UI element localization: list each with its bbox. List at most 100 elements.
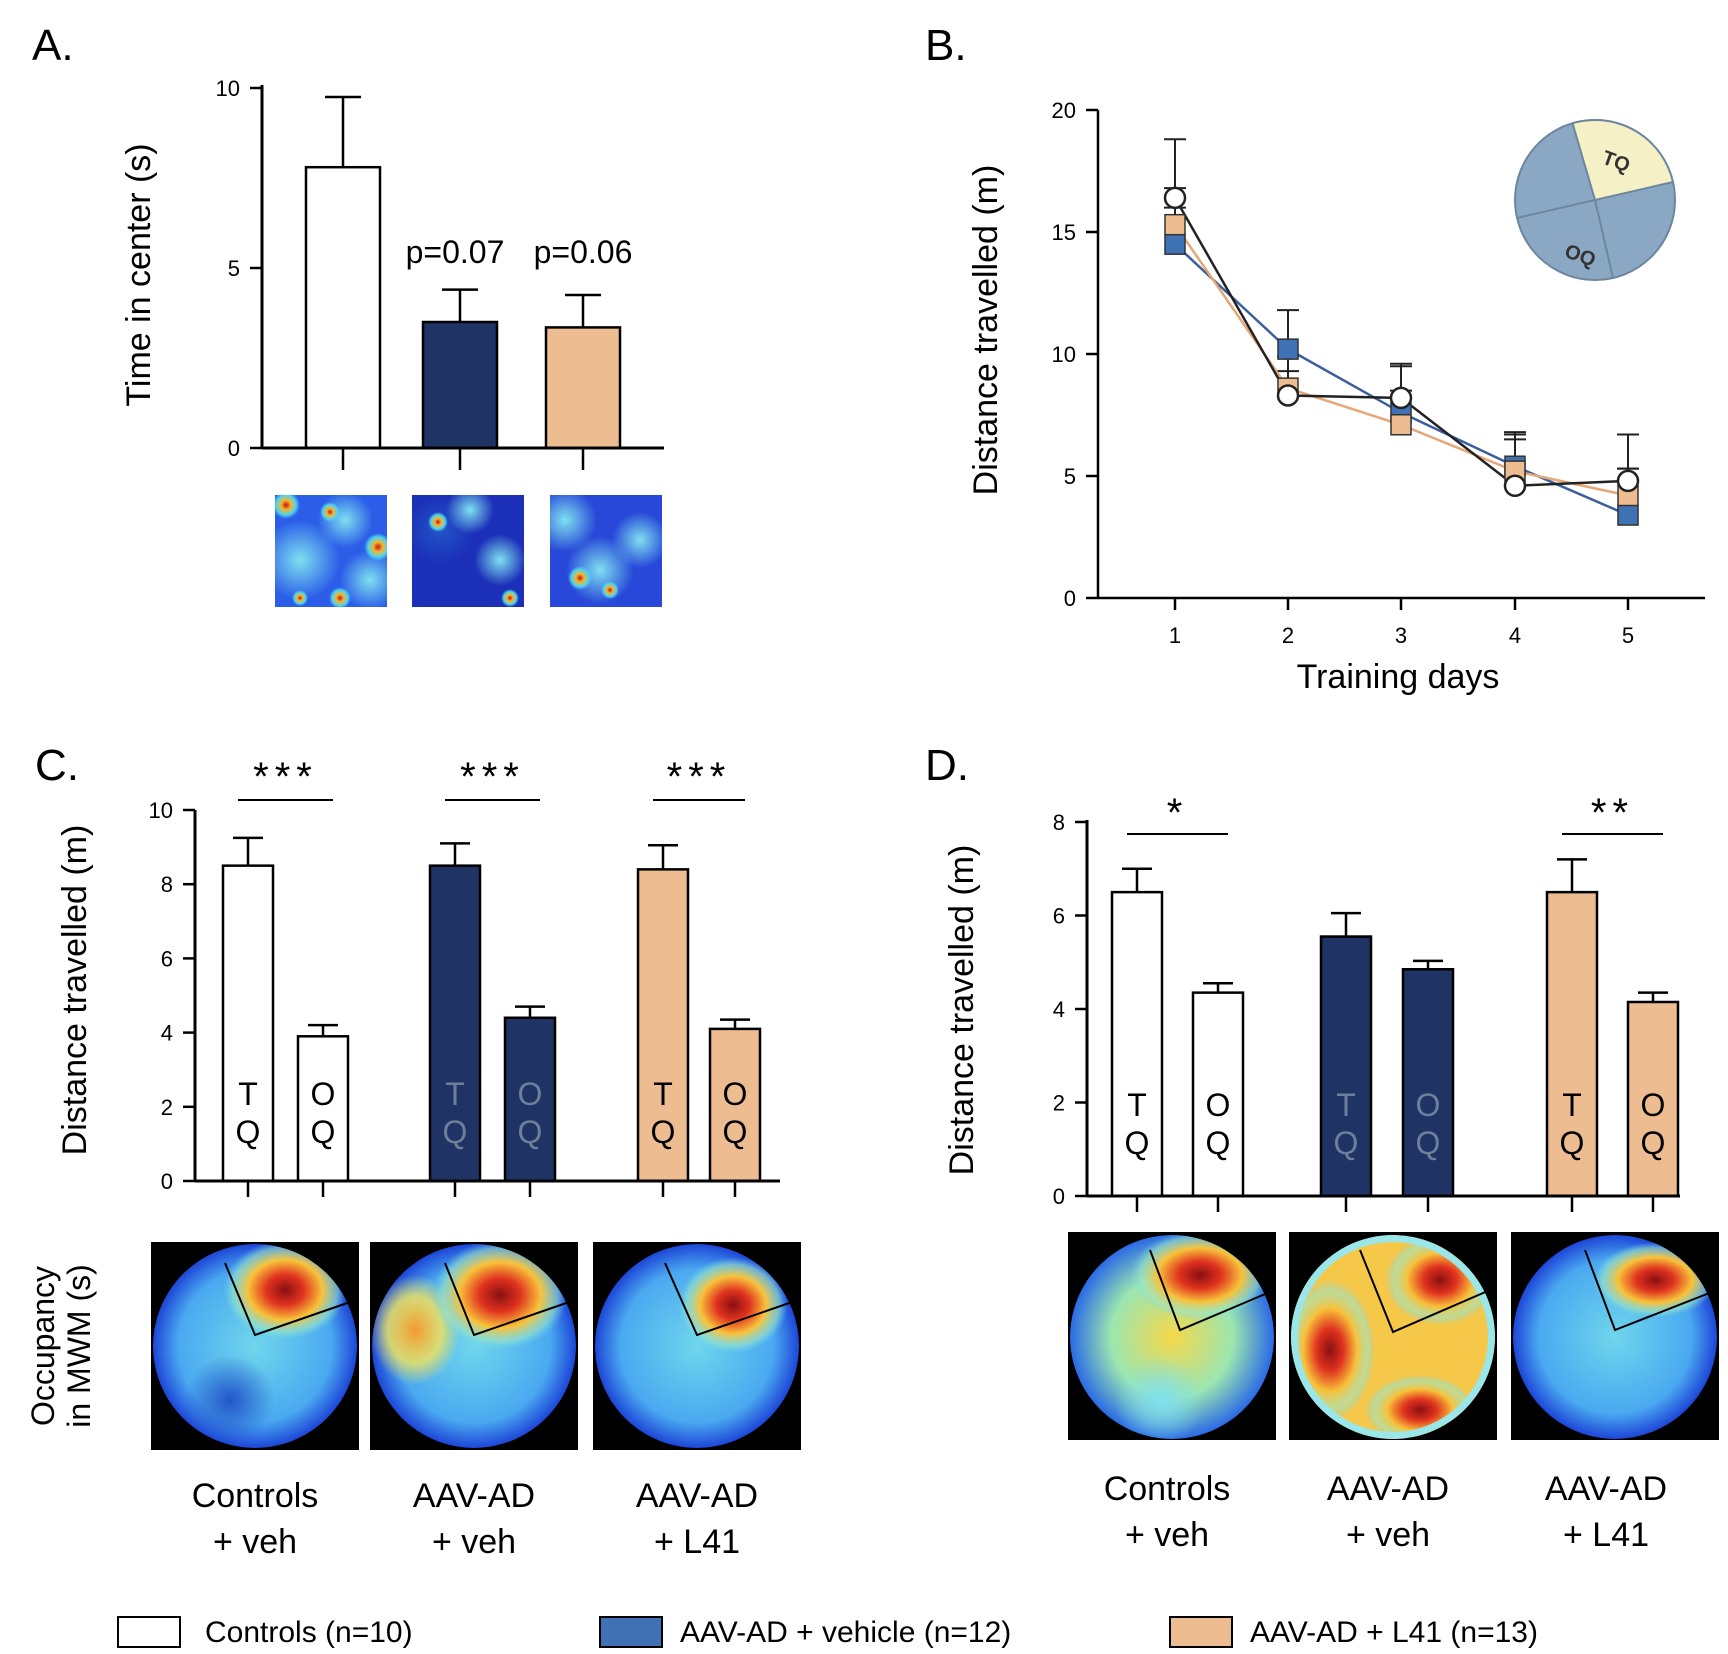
panel-b-ytick-label: 0: [1064, 586, 1076, 611]
group-label: Controls: [192, 1477, 319, 1515]
panel-c-ytick-label: 6: [161, 946, 173, 971]
panel-d-bar-letter: T: [1336, 1087, 1356, 1123]
legend-swatch-aav-l41: [1169, 1616, 1233, 1648]
panel-c-bar-letter: T: [445, 1076, 465, 1112]
panel-c-bar-letter: Q: [518, 1114, 543, 1150]
panel-d-bar-letter: Q: [1416, 1125, 1441, 1161]
panel-c-bar-letter: Q: [651, 1114, 676, 1150]
panel-d-bar-letter: T: [1127, 1087, 1147, 1123]
panel-b-xtick-label: 3: [1395, 623, 1407, 648]
panel-d-bar-letter: Q: [1334, 1125, 1359, 1161]
panel-a-bar: [544, 326, 622, 450]
panel-d-bar-letter: O: [1206, 1087, 1231, 1123]
panel-d-heatmap-aav-vehicle: [1289, 1232, 1497, 1440]
panel-b-point: [1389, 386, 1413, 410]
panel-c-bar-letter: Q: [236, 1114, 261, 1150]
panel-d-bar: [1110, 890, 1164, 1198]
panel-a-annotation: p=0.07: [406, 234, 505, 270]
panel-b-xlabel: Training days: [1297, 658, 1500, 696]
panel-b-xtick-label: 1: [1169, 623, 1181, 648]
panel-b-ytick-label: 15: [1052, 220, 1076, 245]
occupancy-label-line2: in MWM (s): [61, 1264, 97, 1428]
panel-c-ytick-label: 0: [161, 1169, 173, 1194]
group-label: + veh: [213, 1523, 297, 1561]
panel-c-significance-stars: ***: [667, 755, 732, 799]
group-label: + veh: [432, 1523, 516, 1561]
panel-c-ytick-label: 8: [161, 872, 173, 897]
legend-swatch-aav-vehicle: [599, 1616, 663, 1648]
legend-swatch-controls: [117, 1616, 181, 1648]
group-label: + veh: [1125, 1516, 1209, 1554]
group-label: + L41: [1563, 1516, 1649, 1554]
group-label: + L41: [654, 1523, 740, 1561]
group-label: AAV-AD: [636, 1477, 758, 1515]
panel-d-ytick-label: 8: [1053, 810, 1065, 835]
panel-d-bar-letter: O: [1641, 1087, 1666, 1123]
panel-d-bar-letter: Q: [1641, 1125, 1666, 1161]
panel-d-ytick-label: 0: [1053, 1184, 1065, 1209]
panel-d-bar-letter: Q: [1206, 1125, 1231, 1161]
panel-b-point: [1277, 338, 1299, 360]
panel-letter-b: B.: [925, 21, 967, 70]
panel-c-bar-letter: T: [238, 1076, 258, 1112]
panel-letter-c: C.: [35, 741, 79, 790]
panel-a-ylabel: Time in center (s): [120, 143, 158, 406]
panel-c-ylabel: Distance travelled (m): [56, 825, 94, 1156]
panel-a-bar: [304, 165, 382, 450]
panel-c-heatmap-controls: [151, 1242, 359, 1450]
legend-label-controls: Controls (n=10): [205, 1616, 413, 1649]
panel-b-point: [1163, 186, 1187, 210]
panel-d-bar: [1401, 968, 1455, 1198]
legend-label-aav-vehicle: AAV-AD + vehicle (n=12): [680, 1616, 1011, 1649]
panel-d-bar-letter: Q: [1560, 1125, 1585, 1161]
panel-a-heatmap-aav-vehicle: [412, 495, 524, 607]
panel-a-bar: [421, 320, 499, 450]
panel-d-ytick-label: 4: [1053, 997, 1065, 1022]
panel-c-bar-letter: O: [311, 1076, 336, 1112]
legend: Controls (n=10) AAV-AD + vehicle (n=12) …: [117, 1616, 1538, 1649]
panel-a-ytick-label: 5: [228, 256, 240, 281]
panel-c-bar-letter: O: [518, 1076, 543, 1112]
panel-c-bar-letter: Q: [311, 1114, 336, 1150]
panel-b-inset-pool: TQ OQ: [1514, 118, 1676, 281]
group-label: AAV-AD: [413, 1477, 535, 1515]
panel-c-ytick-label: 2: [161, 1095, 173, 1120]
panel-c-bar: [708, 1027, 762, 1183]
panel-b-point: [1617, 504, 1639, 526]
panel-c-significance-stars: ***: [253, 755, 318, 799]
panel-d-bar: [1191, 991, 1245, 1198]
panel-letter-d: D.: [925, 741, 969, 790]
panel-b-ytick-label: 20: [1052, 98, 1076, 123]
panel-c-heatmap-aav-vehicle: [370, 1242, 578, 1450]
group-label: AAV-AD: [1327, 1470, 1449, 1508]
panel-b-point: [1164, 233, 1186, 255]
panel-d-ylabel: Distance travelled (m): [943, 845, 981, 1176]
group-label: + veh: [1346, 1516, 1430, 1554]
panel-d-significance-stars: **: [1591, 791, 1634, 835]
legend-label-aav-l41: AAV-AD + L41 (n=13): [1250, 1616, 1538, 1649]
panel-b-point: [1276, 384, 1300, 407]
panel-b-xtick-label: 4: [1509, 623, 1521, 648]
group-label: AAV-AD: [1545, 1470, 1667, 1508]
panel-a-heatmap-controls: [275, 495, 387, 607]
panel-a-ytick-label: 0: [228, 436, 240, 461]
panel-b-chart: Distance travelled (m) Training days 0 5 1…: [967, 98, 1705, 696]
panel-d-significance-stars: *: [1167, 791, 1189, 835]
occupancy-label-line1: Occupancy: [25, 1266, 61, 1426]
panel-b-xtick-label: 2: [1282, 623, 1294, 648]
panel-c-bar-letter: T: [653, 1076, 673, 1112]
panel-c-bar-letter: Q: [723, 1114, 748, 1150]
panel-c-bar-letter: O: [723, 1076, 748, 1112]
panel-b-xtick-label: 5: [1622, 623, 1634, 648]
panel-b-markers: [1163, 186, 1640, 526]
panel-b-point: [1616, 469, 1640, 493]
panel-b-ytick-label: 10: [1052, 342, 1076, 367]
panel-d-ytick-label: 6: [1053, 904, 1065, 929]
panel-d-bar: [1545, 890, 1599, 1198]
panel-c-heatmap-aav-l41: [593, 1242, 801, 1450]
panel-b-point: [1164, 213, 1186, 236]
panel-c-bar-letter: Q: [443, 1114, 468, 1150]
